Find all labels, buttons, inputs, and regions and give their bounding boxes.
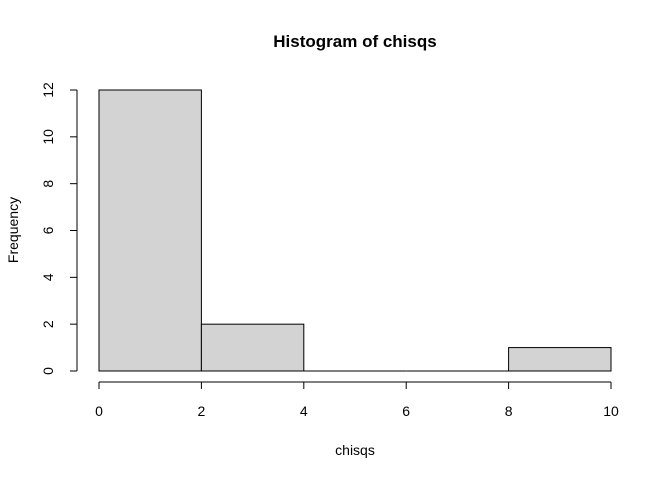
- y-tick-label: 4: [40, 273, 56, 281]
- y-axis: 0 2 4 6 8 10 12: [40, 82, 78, 375]
- x-axis: 0 2 4 6 8 10: [95, 381, 619, 419]
- y-tick-label: 0: [40, 367, 56, 375]
- chart-title: Histogram of chisqs: [273, 32, 436, 51]
- x-axis-label: chisqs: [335, 442, 375, 458]
- histogram-bar-1: [200, 323, 305, 372]
- x-tick-label: 4: [300, 403, 308, 419]
- x-tick-label: 6: [402, 403, 410, 419]
- y-tick-label: 2: [40, 320, 56, 328]
- y-axis-label: Frequency: [5, 197, 21, 263]
- histogram-bar-0: [98, 89, 202, 372]
- y-tick-label: 10: [40, 129, 56, 145]
- x-tick-label: 0: [95, 403, 103, 419]
- histogram-bar-4: [508, 347, 612, 372]
- y-tick-label: 6: [40, 226, 56, 234]
- x-tick-label: 8: [505, 403, 513, 419]
- bars-group: [98, 89, 612, 372]
- y-tick-label: 8: [40, 180, 56, 188]
- x-tick-label: 2: [198, 403, 206, 419]
- x-tick-label: 10: [603, 403, 619, 419]
- y-tick-label: 12: [40, 82, 56, 98]
